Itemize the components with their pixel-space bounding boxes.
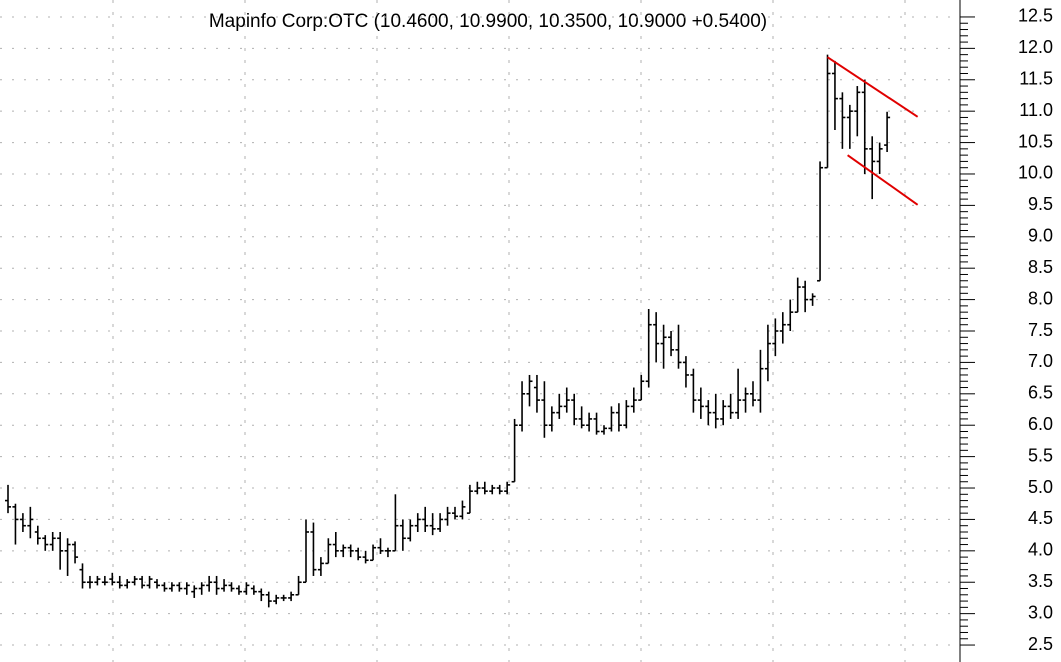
y-tick-label: 3.5 — [1028, 571, 1053, 591]
y-tick-label: 7.0 — [1028, 351, 1053, 371]
trend-line — [826, 56, 919, 118]
y-tick-label: 4.5 — [1028, 508, 1053, 528]
y-tick-label: 5.5 — [1028, 445, 1053, 465]
y-tick-label: 10.0 — [1018, 163, 1053, 183]
y-tick-label: 2.5 — [1028, 634, 1053, 654]
y-tick-label: 6.5 — [1028, 383, 1053, 403]
y-tick-label: 8.0 — [1028, 288, 1053, 308]
y-tick-label: 12.5 — [1018, 6, 1053, 26]
y-tick-label: 11.0 — [1019, 100, 1053, 120]
y-tick-label: 8.5 — [1028, 257, 1053, 277]
trend-line — [847, 154, 919, 206]
y-tick-label: 9.5 — [1028, 194, 1053, 214]
y-tick-label: 6.0 — [1028, 414, 1053, 434]
y-tick-label: 5.0 — [1028, 477, 1053, 497]
y-tick-label: 11.5 — [1019, 69, 1053, 89]
y-tick-label: 3.0 — [1028, 602, 1053, 622]
y-tick-label: 9.0 — [1028, 226, 1053, 246]
y-tick-label: 12.0 — [1018, 37, 1053, 57]
y-tick-label: 4.0 — [1028, 540, 1053, 560]
y-tick-label: 7.5 — [1028, 320, 1053, 340]
y-tick-label: 10.5 — [1018, 131, 1053, 151]
chart-title: Mapinfo Corp:OTC (10.4600, 10.9900, 10.3… — [209, 11, 767, 32]
vertical-grid — [112, 0, 906, 662]
